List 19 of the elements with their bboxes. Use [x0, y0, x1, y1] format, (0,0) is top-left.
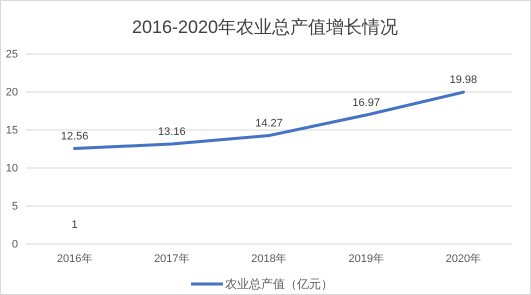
data-label: 13.16	[158, 126, 186, 138]
data-label: 12.56	[60, 130, 88, 143]
data-label: 16.97	[352, 97, 380, 110]
y-tick-label: 15	[6, 124, 18, 137]
x-tick-label: 2016年	[56, 252, 92, 265]
x-tick-label: 2018年	[251, 252, 287, 265]
chart-title: 2016-2020年农业总产值增长情况	[132, 17, 398, 37]
y-tick-label: 0	[12, 238, 18, 251]
x-tick-label: 2017年	[154, 252, 190, 265]
data-label: 14.27	[255, 118, 283, 130]
x-tick-label: 2020年	[446, 252, 482, 265]
y-tick-label: 10	[6, 162, 18, 175]
y-tick-label: 20	[6, 86, 18, 99]
legend-label: 农业总产值（亿元）	[225, 277, 333, 291]
y-tick-label: 25	[6, 48, 18, 61]
data-label: 19.98	[450, 74, 478, 86]
y-tick-label: 5	[12, 200, 18, 213]
annotation: 1	[72, 219, 78, 231]
x-tick-label: 2019年	[348, 252, 384, 265]
